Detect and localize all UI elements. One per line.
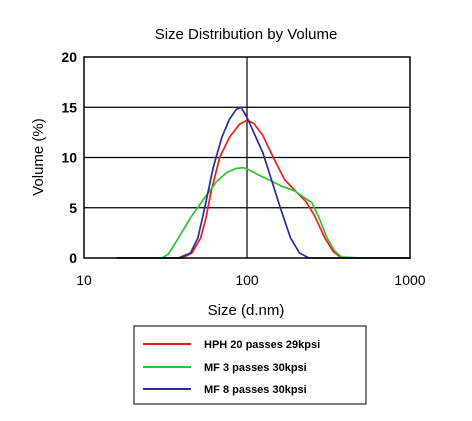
legend-label-mf8: MF 8 passes 30kpsi — [204, 384, 307, 396]
y-tick-label: 15 — [61, 99, 77, 115]
grid-lines — [84, 57, 410, 258]
y-tick-label: 20 — [61, 49, 77, 65]
y-axis-label: Volume (%) — [30, 118, 47, 196]
series-lines — [116, 106, 411, 259]
plot-frame — [83, 56, 411, 259]
legend-label-mf3: MF 3 passes 30kpsi — [204, 362, 307, 374]
chart-title: Size Distribution by Volume — [155, 26, 338, 43]
y-tick-label: 0 — [69, 250, 77, 266]
series-line-2 — [116, 106, 411, 259]
y-tick-label: 5 — [69, 200, 77, 216]
x-axis-label: Size (d.nm) — [208, 302, 285, 319]
legend-label-hph: HPH 20 passes 29kpsi — [204, 339, 320, 351]
legend: HPH 20 passes 29kpsi MF 3 passes 30kpsi … — [133, 325, 367, 405]
y-tick-label: 10 — [61, 150, 77, 166]
x-tick-label: 10 — [76, 272, 92, 288]
tick-labels: 0 5 10 15 20 10 100 1000 — [61, 49, 425, 288]
x-tick-label: 100 — [235, 272, 259, 288]
x-tick-label: 1000 — [394, 272, 425, 288]
series-line-1 — [116, 166, 411, 259]
series-line-0 — [116, 119, 411, 259]
legend-box — [133, 325, 367, 405]
